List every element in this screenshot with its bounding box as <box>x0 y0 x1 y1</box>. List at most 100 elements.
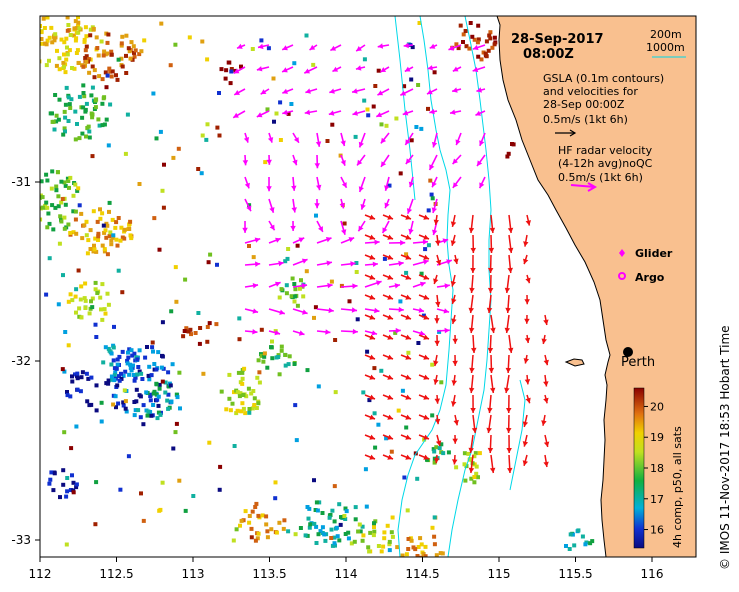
sst-pixel <box>109 374 114 379</box>
sst-pixel <box>84 34 89 39</box>
sst-pixel <box>115 357 120 362</box>
gsla-arrow <box>340 261 356 267</box>
sst-pixel <box>406 547 411 551</box>
hf-arrow <box>523 354 529 364</box>
sst-pixel <box>230 401 235 406</box>
sst-pixel <box>94 249 99 254</box>
gsla-arrow <box>412 330 426 336</box>
sst-pixel <box>217 487 222 492</box>
sst-pixel <box>114 366 119 371</box>
sst-pixel <box>84 134 88 139</box>
gsla-arrow <box>268 281 281 288</box>
sst-pixel <box>49 470 54 475</box>
sst-pixel <box>286 362 291 367</box>
gsla-arrow <box>242 154 249 166</box>
sst-pixel <box>353 134 358 139</box>
sst-pixel <box>116 268 121 273</box>
sst-pixel <box>115 77 120 82</box>
hf-arrow <box>435 294 441 308</box>
sst-pixel <box>229 67 234 71</box>
hf-arrow <box>364 314 376 320</box>
sst-pixel <box>90 154 95 159</box>
sst-pixel <box>112 324 116 329</box>
sst-pixel <box>224 407 229 412</box>
hf-arrow <box>504 274 511 294</box>
sst-pixel <box>132 378 137 383</box>
sst-pixel <box>81 105 86 110</box>
sst-pixel <box>398 171 403 176</box>
gsla-arrow <box>356 154 366 166</box>
sst-pixel <box>387 539 392 544</box>
sst-pixel <box>186 329 191 334</box>
sst-pixel <box>76 60 81 65</box>
sst-pixel <box>259 38 264 43</box>
sst-pixel <box>107 234 112 238</box>
sst-pixel <box>261 359 266 364</box>
sst-pixel <box>149 373 154 378</box>
sst-pixel <box>430 413 435 418</box>
x-tick-label: 113 <box>182 567 205 581</box>
sst-pixel <box>120 64 125 69</box>
sst-pixel <box>113 370 118 375</box>
hf-arrow <box>364 354 376 360</box>
sst-pixel <box>198 326 203 330</box>
sst-pixel <box>257 370 262 375</box>
sst-pixel <box>330 122 335 127</box>
sst-pixel <box>101 53 106 58</box>
sst-pixel <box>83 56 88 60</box>
sst-pixel <box>124 53 128 58</box>
gsla-arrow <box>290 220 296 231</box>
gsla-arrow <box>475 110 486 116</box>
x-tick-label: 114.5 <box>405 567 439 581</box>
sst-pixel <box>90 115 95 120</box>
gsla-arrow <box>292 154 298 166</box>
land-mass <box>496 16 696 557</box>
sst-pixel <box>243 411 248 416</box>
sst-pixel <box>385 523 390 528</box>
gsla-arrow <box>429 108 438 115</box>
sst-pixel <box>232 390 236 395</box>
hf-arrow <box>508 334 514 354</box>
sst-pixel <box>395 545 400 550</box>
sst-pixel <box>228 408 233 413</box>
sst-pixel <box>104 221 109 226</box>
sst-pixel <box>174 421 179 426</box>
sst-pixel <box>44 63 49 68</box>
sst-pixel <box>161 205 166 210</box>
sst-pixel <box>69 446 74 451</box>
sst-pixel <box>100 123 105 128</box>
gsla-arrow <box>243 132 250 143</box>
gsla-arrow <box>381 220 390 234</box>
sst-pixel <box>128 219 133 224</box>
sst-pixel <box>183 508 188 513</box>
gsla-arrow <box>405 154 414 165</box>
sst-pixel <box>368 530 373 535</box>
sst-pixel <box>141 422 146 427</box>
sst-pixel <box>461 32 466 37</box>
sst-pixel <box>139 491 143 496</box>
island <box>564 358 585 367</box>
sst-pixel <box>432 542 437 547</box>
sst-pixel <box>93 522 98 527</box>
sst-pixel <box>113 225 118 230</box>
sst-pixel <box>94 35 99 40</box>
gsla-arrow <box>408 176 414 188</box>
sst-pixel <box>49 25 54 30</box>
sst-pixel <box>474 471 479 476</box>
gsla-arrow <box>244 283 259 289</box>
sst-pixel <box>382 256 387 261</box>
sst-pixel <box>394 116 399 121</box>
sst-pixel <box>472 475 477 479</box>
gsla-arrow <box>412 239 429 245</box>
gsla-arrow <box>257 43 270 50</box>
sst-pixel <box>398 299 403 304</box>
sst-pixel <box>329 527 334 532</box>
sst-pixel <box>62 40 67 45</box>
sst-pixel <box>285 256 290 261</box>
hf-arrow <box>504 374 510 394</box>
sst-pixel <box>400 553 405 557</box>
sst-pixel <box>88 228 93 233</box>
sst-pixel <box>84 233 89 238</box>
sst-pixel <box>74 482 79 487</box>
sst-pixel <box>92 247 97 252</box>
